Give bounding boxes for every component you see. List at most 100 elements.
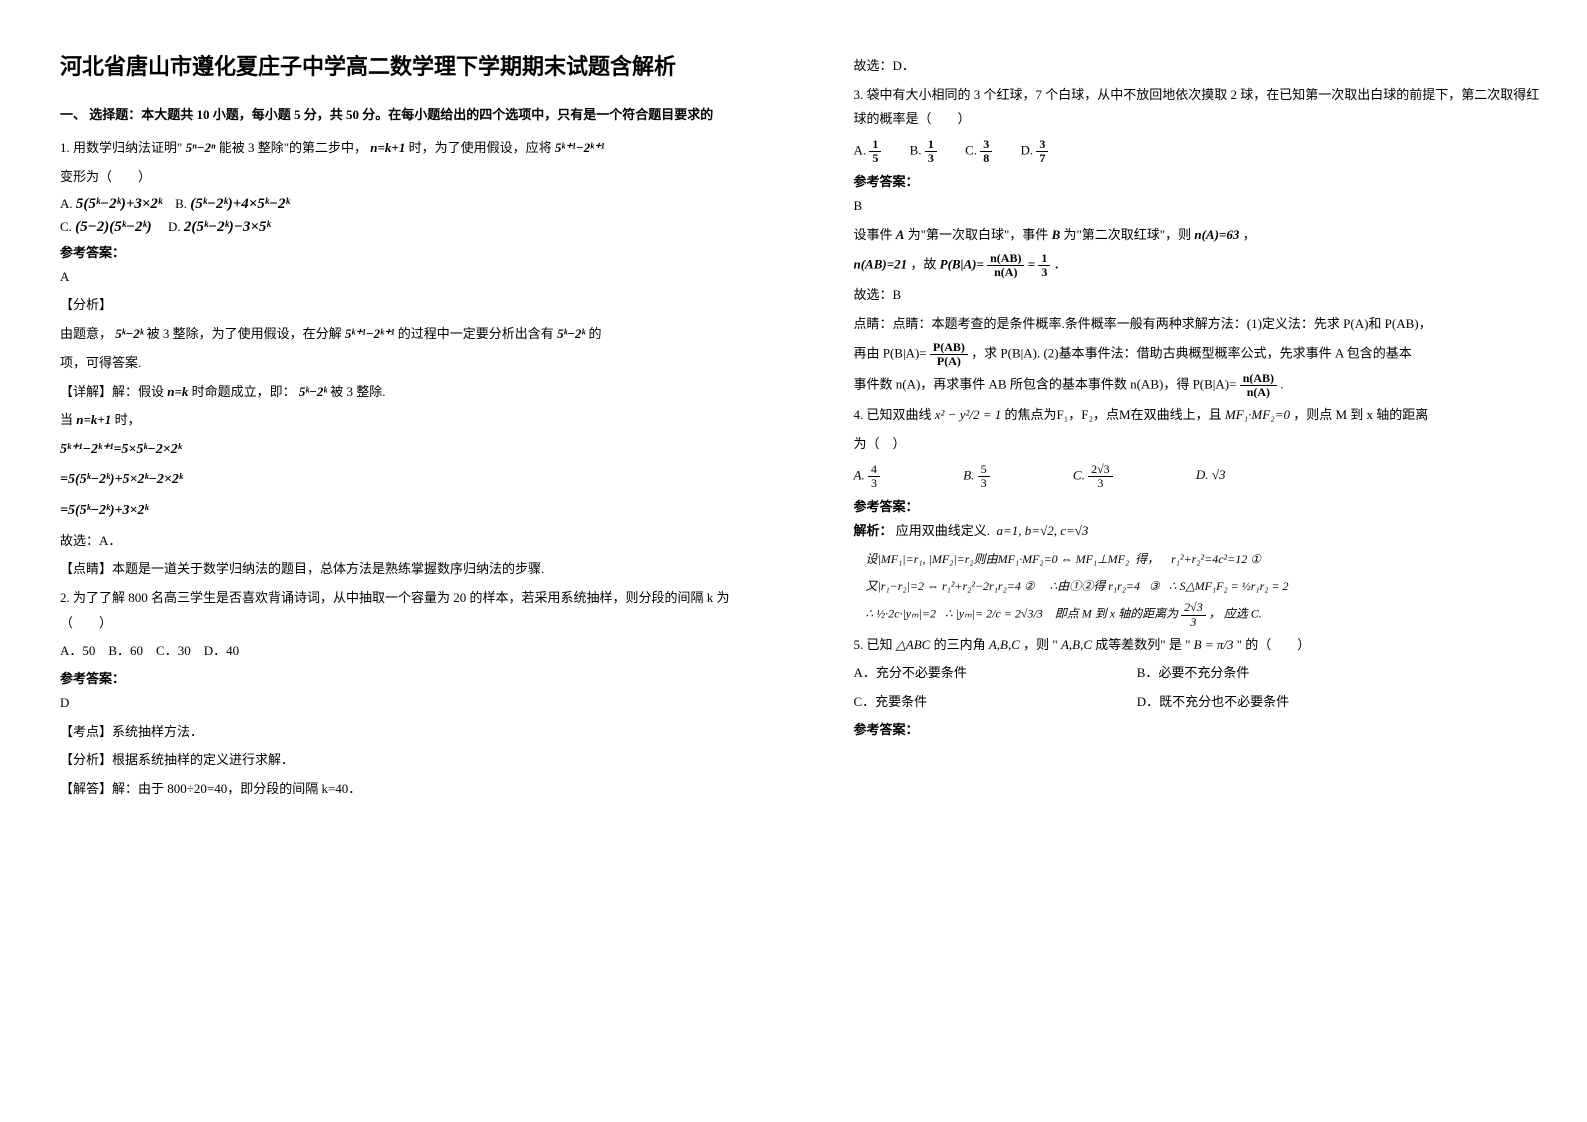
expr-5k1-2k1: 5ᵏ⁺¹−2ᵏ⁺¹ (555, 140, 605, 155)
q3-optA-lbl: A. (854, 143, 867, 158)
q5-stem: 5. 已知 △ABC 的三内角 A,B,C ，则 " A,B,C 成等差数列" … (854, 633, 1548, 658)
q4B: B. (963, 467, 974, 482)
q4A: A. (854, 467, 865, 482)
doc-title: 河北省唐山市遵化夏庄子中学高二数学理下学期期末试题含解析 (60, 50, 754, 83)
q1-optB: (5ᵏ−2ᵏ)+4×5ᵏ−2ᵏ (190, 196, 289, 212)
q1-optC-pre: C. (60, 219, 72, 234)
q4-sol: 解析： 应用双曲线定义. a=1, b=√2, c=√3 (854, 519, 1548, 544)
B-bold: B (1052, 227, 1061, 242)
expr-nk1-2: n=k+1 (76, 412, 111, 427)
q3-optA: A. 15 (854, 138, 882, 165)
ym: |yₘ|= 2/c = 2√3/3 (956, 607, 1043, 621)
section-1-head: 一、 选择题：本大题共 10 小题，每小题 5 分，共 50 分。在每小题给出的… (60, 103, 754, 126)
q2-ans-label: 参考答案： (60, 668, 754, 687)
q3-l1b: 为"第一次取白球"，事件 (908, 227, 1049, 242)
q1-stem: 1. 用数学归纳法证明" 5ⁿ−2ⁿ 能被 3 整除"的第二步中， n=k+1 … (60, 136, 754, 161)
n53: 5 (978, 463, 990, 477)
q1-optB-pre: B. (175, 196, 187, 211)
d15: 5 (869, 152, 881, 165)
q1-ans: A (60, 265, 754, 290)
set-r-line: 设|MF₁|=r₁, |MF₂|=r₂则由MF₁·MF₂=0 ⇔ MF₁⊥MF₂… (866, 548, 1548, 571)
q3-p3b: . (1280, 377, 1283, 392)
q4-optD: D. √3 (1196, 467, 1226, 483)
d38: 8 (980, 152, 992, 165)
q1-det-2: 被 3 整除. (330, 384, 385, 399)
frac-nAB-nA: n(AB)n(A) (987, 252, 1024, 279)
q1-det-1: 时命题成立，即： (192, 384, 296, 399)
frac-2s3-3: 2√33 (1088, 463, 1113, 490)
expr-nk: n=k (167, 384, 188, 399)
q3-stem: 3. 袋中有大小相同的 3 个红球，7 个白球，从中不放回地依次摸取 2 球，在… (854, 83, 1548, 132)
nAb2: n(A) (1240, 386, 1277, 399)
q2-an: 【分析】根据系统抽样的定义进行求解． (60, 748, 754, 773)
q3-optD-lbl: D. (1020, 143, 1033, 158)
q4-sd: 为（ ） (854, 432, 1548, 457)
set-r: 设|MF₁|=r₁, |MF₂|=r₂则由MF₁·MF₂=0 ⇔ MF₁⊥MF₂ (866, 552, 1130, 566)
ym-line: ∴ ½·2c·|yₘ|=2 ∴ |yₘ|= 2/c = 2√3/3 即点 M 到… (866, 601, 1548, 628)
r-so: 故选：D． (854, 54, 1548, 79)
q1-optA-pre: A. (60, 196, 73, 211)
q4-optB: B. 53 (963, 463, 989, 490)
nABt: n(AB) (987, 252, 1024, 266)
d13b: 3 (1038, 266, 1050, 279)
expr-5k-2k-2: 5ᵏ−2ᵏ (557, 326, 585, 341)
q3-l1d: ， (1243, 227, 1256, 242)
half2c: ½·2c·|yₘ|=2 (876, 607, 936, 621)
q4-optC: C. 2√33 (1073, 463, 1113, 490)
circ3: ③ (1149, 579, 1160, 593)
frac-1-3: 13 (925, 138, 937, 165)
q1-when: 当 n=k+1 时， (60, 408, 754, 433)
n13: 1 (925, 138, 937, 152)
q4-sa: 4. 已知双曲线 (854, 407, 932, 422)
q3-point3: 事件数 n(A)，再求事件 AB 所包含的基本事件数 n(AB)，得 P(B|A… (854, 372, 1548, 399)
expr-5k-2k-3: 5ᵏ−2ᵏ (299, 384, 327, 399)
q4D: D. (1196, 467, 1209, 482)
q5-se: " 的（ ） (1237, 637, 1311, 652)
r1r2: ∴由①②得 r₁r₂=4 (1050, 579, 1140, 593)
circ1: ① (1250, 552, 1261, 566)
q3-optB-lbl: B. (910, 143, 922, 158)
n2s3: 2√3 (1088, 463, 1113, 477)
PAb: P(A) (930, 355, 968, 368)
q4-sol1: 应用双曲线定义. (896, 523, 990, 538)
q1-stem-b: 能被 3 整除"的第二步中， (219, 140, 367, 155)
n2s3b: 2√3 (1181, 601, 1206, 615)
q5-ans-label: 参考答案： (854, 719, 1548, 738)
abc: a=1, b=√2, c=√3 (997, 523, 1089, 538)
q1-an-1b: 被 3 整除，为了使用假设，在分解 (147, 326, 342, 341)
get: 得， (1135, 552, 1159, 566)
q1-det-h: 【详解】解：假设 (60, 384, 164, 399)
d13: 3 (925, 152, 937, 165)
frac-2s3-3b: 2√33 (1181, 601, 1206, 628)
q4C: C. (1073, 467, 1085, 482)
PABt: P(AB) (930, 341, 968, 355)
nAb: n(A) (987, 266, 1024, 279)
q3-p2a: 再由 P(B|A)= (854, 345, 927, 360)
q1-ans-label: 参考答案： (60, 242, 754, 261)
q1-line3: =5(5ᵏ−2ᵏ)+3×2ᵏ (60, 498, 754, 525)
q1-stem-c: 时，为了使用假设，应将 (409, 140, 552, 155)
q1-detail: 【详解】解：假设 n=k 时命题成立，即： 5ᵏ−2ᵏ 被 3 整除. (60, 380, 754, 405)
frac-PAB-PA: P(AB)P(A) (930, 341, 968, 368)
q5-sa: 5. 已知 (854, 637, 893, 652)
nABt2: n(AB) (1240, 372, 1277, 386)
q4-stem: 4. 已知双曲线 x² − y²/2 = 1 的焦点为F₁，F₂，点M在双曲线上… (854, 403, 1548, 428)
q4-sb: 的焦点为F₁，F₂，点M在双曲线上，且 (1005, 407, 1222, 422)
q1-options-row1: A. 5(5ᵏ−2ᵏ)+3×2ᵏ B. (5ᵏ−2ᵏ)+4×5ᵏ−2ᵏ (60, 196, 754, 213)
abc2: A,B,C (989, 637, 1020, 652)
q4-optA: A. 43 (854, 463, 880, 490)
q4-end2: ， 应选 C. (1209, 607, 1262, 621)
S-tri: S△MF₁F₂ = ½r₁r₂ = 2 (1179, 579, 1288, 593)
q1-det-4: 时， (115, 412, 141, 427)
q5-sc: ，则 " (1023, 637, 1058, 652)
q2-stem: 2. 为了了解 800 名高三学生是否喜欢背诵诗词，从中抽取一个容量为 20 的… (60, 586, 754, 635)
q1-line1: 5ᵏ⁺¹−2ᵏ⁺¹=5×5ᵏ−2×2ᵏ (60, 437, 754, 464)
q3-line1: 设事件 A 为"第一次取白球"，事件 B 为"第二次取红球"，则 n(A)=63… (854, 223, 1548, 248)
frac-1-3b: 13 (1038, 252, 1050, 279)
q1-optD: 2(5ᵏ−2ᵏ)−3×5ᵏ (184, 219, 271, 235)
tri-abc: △ABC (896, 637, 931, 652)
q5-opts-row2: C．充要条件 D．既不充分也不必要条件 (854, 690, 1548, 715)
r-diff-line: 又|r₁−r₂|=2 ⇔ r₁²+r₂²−2r₁r₂=4 ② ∴由①②得 r₁r… (866, 575, 1548, 598)
q3-optC: C. 38 (965, 138, 992, 165)
q1-an-1e: 项，可得答案. (60, 351, 754, 376)
